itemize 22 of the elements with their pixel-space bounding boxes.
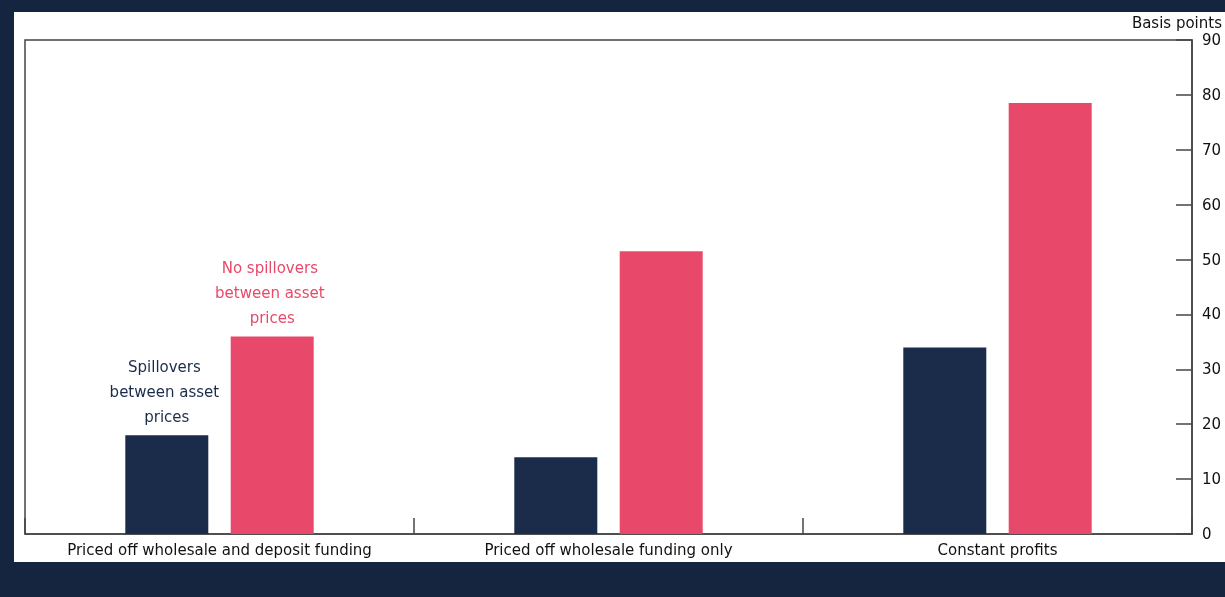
bar [1008, 103, 1092, 534]
y-tick-label: 90 [1202, 31, 1222, 49]
bar [619, 251, 703, 534]
y-tick-label: 40 [1202, 305, 1222, 324]
y-tick-label: 60 [1202, 195, 1222, 214]
y-tick-label: 80 [1202, 85, 1222, 104]
bar [514, 457, 598, 534]
bar [230, 336, 314, 534]
series-label: Spillovers between asset prices [109, 357, 224, 426]
y-tick-label: 50 [1202, 250, 1222, 269]
bar [903, 347, 987, 534]
y-tick-label: 0 [1202, 525, 1212, 543]
bar [125, 435, 209, 534]
x-tick-label: Constant profits [937, 540, 1058, 559]
x-tick-label: Priced off wholesale and deposit funding [67, 540, 372, 559]
x-tick-label: Priced off wholesale funding only [484, 540, 733, 559]
y-tick-label: 70 [1202, 140, 1222, 159]
y-tick-label: 30 [1202, 360, 1222, 379]
series-label: No spillovers between asset prices [215, 258, 330, 327]
y-tick-label: 10 [1202, 470, 1222, 489]
y-tick-label: 20 [1202, 415, 1222, 434]
y-axis-title: Basis points [1131, 13, 1223, 32]
